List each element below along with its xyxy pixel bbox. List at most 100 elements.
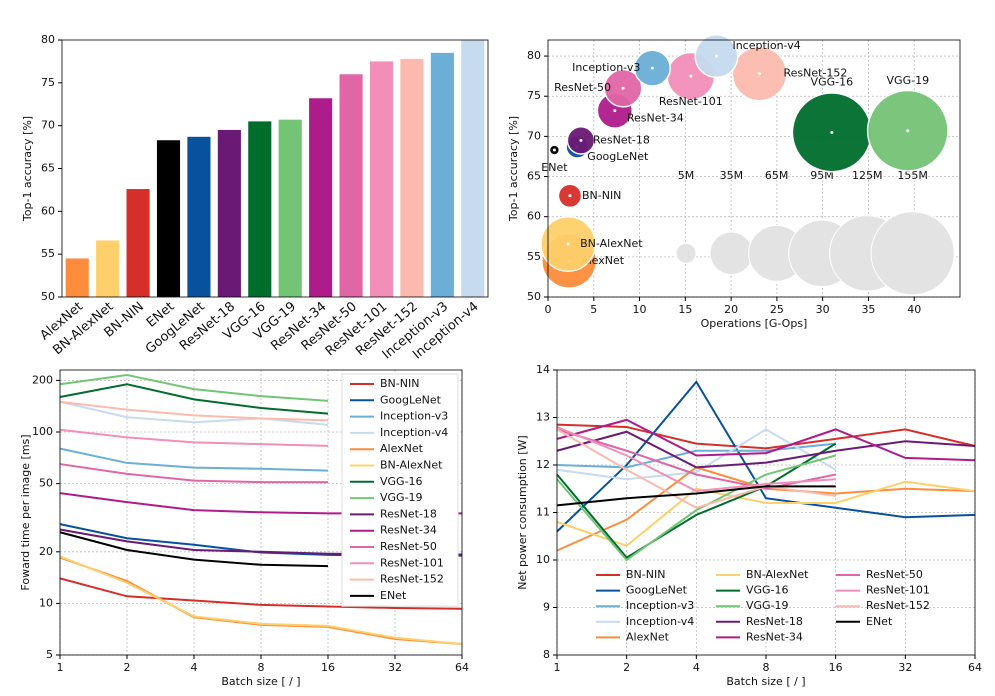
- y-tick-label: 14: [536, 363, 550, 376]
- legend-label: ResNet-34: [746, 630, 803, 643]
- bar: [369, 61, 394, 297]
- series-line: [556, 480, 976, 547]
- series-line: [556, 426, 836, 493]
- x-tick-label: 2: [124, 661, 131, 674]
- y-tick-label: 60: [41, 204, 55, 217]
- x-tick-label: 40: [907, 303, 921, 316]
- bubble-label: Inception-v3: [572, 61, 640, 74]
- x-tick-label: 30: [816, 303, 830, 316]
- bubble-center: [568, 194, 572, 198]
- x-tick-label: 1: [57, 661, 64, 674]
- bubble-center: [552, 148, 556, 152]
- bubble-center: [613, 109, 617, 113]
- bar: [461, 40, 485, 297]
- legend-label: ResNet-101: [866, 584, 930, 597]
- legend-label: BN-AlexNet: [746, 568, 809, 581]
- y-tick-label: 11: [536, 506, 550, 519]
- bar: [217, 129, 241, 297]
- bubble-center: [830, 130, 834, 134]
- series-line: [59, 383, 329, 415]
- bar: [65, 258, 89, 297]
- y-tick-label: 70: [527, 129, 541, 142]
- x-axis-label: Batch size [ / ]: [221, 675, 300, 688]
- legend-label: ResNet-18: [746, 615, 803, 628]
- bar: [96, 240, 120, 297]
- y-tick-label: 55: [527, 250, 541, 263]
- bar: [278, 119, 302, 297]
- size-legend-bubble: [870, 211, 955, 296]
- legend-label: ResNet-152: [866, 599, 930, 612]
- legend-label: ENet: [866, 615, 893, 628]
- legend-label: ResNet-34: [380, 524, 437, 537]
- x-tick-label: 16: [321, 661, 335, 674]
- series-line: [59, 400, 329, 422]
- y-tick-label: 50: [41, 290, 55, 303]
- legend-label: VGG-19: [746, 599, 789, 612]
- legend-label: BN-NIN: [626, 568, 665, 581]
- bubble-center: [579, 138, 583, 142]
- y-tick-label: 75: [527, 89, 541, 102]
- y-axis-label: Top-1 accuracy [%]: [507, 116, 520, 222]
- bubble-label: Inception-v4: [732, 39, 800, 52]
- bubble-center: [650, 66, 654, 70]
- series-line: [59, 400, 329, 426]
- legend-label: GoogLeNet: [626, 584, 688, 597]
- bar: [309, 98, 333, 298]
- legend-label: Inception-v4: [380, 426, 448, 439]
- bar: [430, 52, 454, 297]
- series-line: [556, 428, 837, 481]
- x-tick-label: 32: [898, 661, 912, 674]
- series-line: [59, 374, 329, 402]
- series-line: [556, 430, 976, 469]
- y-tick-label: 9: [543, 601, 550, 614]
- series-line: [59, 531, 329, 568]
- series-line: [59, 447, 329, 472]
- x-tick-label: 8: [763, 661, 770, 674]
- legend-label: ResNet-18: [380, 507, 437, 520]
- legend-label: Inception-v3: [626, 599, 694, 612]
- y-tick-label: 60: [527, 210, 541, 223]
- legend-label: ResNet-50: [380, 540, 437, 553]
- bubble-center: [714, 54, 718, 58]
- y-tick-label: 8: [543, 648, 550, 661]
- x-tick-label: 8: [258, 661, 265, 674]
- y-tick-label: 200: [32, 373, 53, 386]
- legend-label: BN-AlexNet: [380, 459, 443, 472]
- x-axis-label: Batch size [ / ]: [726, 675, 805, 688]
- series-line: [59, 577, 463, 610]
- bubble-label: BN-NIN: [582, 189, 621, 202]
- legend-label: GoogLeNet: [380, 393, 442, 406]
- y-tick-label: 80: [41, 33, 55, 46]
- y-tick-label: 75: [41, 76, 55, 89]
- legend-label: VGG-19: [380, 491, 423, 504]
- series-line: [59, 463, 328, 484]
- size-legend-bubble: [675, 242, 697, 264]
- series-line: [59, 555, 463, 645]
- bubble-label: ResNet-50: [554, 81, 611, 94]
- series-line: [556, 485, 836, 507]
- legend-label: VGG-16: [746, 584, 789, 597]
- y-tick-label: 20: [39, 545, 53, 558]
- bar: [339, 74, 363, 298]
- y-tick-label: 50: [527, 290, 541, 303]
- bar: [187, 136, 211, 297]
- bubble-center: [757, 72, 761, 76]
- y-tick-label: 50: [39, 477, 53, 490]
- legend-label: BN-NIN: [380, 377, 419, 390]
- legend-label: AlexNet: [380, 442, 424, 455]
- x-tick-label: 2: [623, 661, 630, 674]
- series-line: [556, 442, 837, 559]
- size-legend-label: 95M: [810, 169, 834, 182]
- size-legend-label: 125M: [852, 169, 883, 182]
- legend-label: ENet: [380, 589, 407, 602]
- bubble-label: VGG-19: [887, 74, 930, 87]
- y-tick-label: 55: [41, 247, 55, 260]
- chart-panel: 50 55 60 65 70 75 80 0 5 10 15 20 25 30 35 40 Top-1 accu…: [507, 33, 961, 330]
- bubble-center: [689, 74, 693, 78]
- series-line: [556, 380, 976, 533]
- size-legend-label: 65M: [765, 169, 789, 182]
- series-line: [556, 454, 836, 562]
- series-line: [556, 428, 836, 490]
